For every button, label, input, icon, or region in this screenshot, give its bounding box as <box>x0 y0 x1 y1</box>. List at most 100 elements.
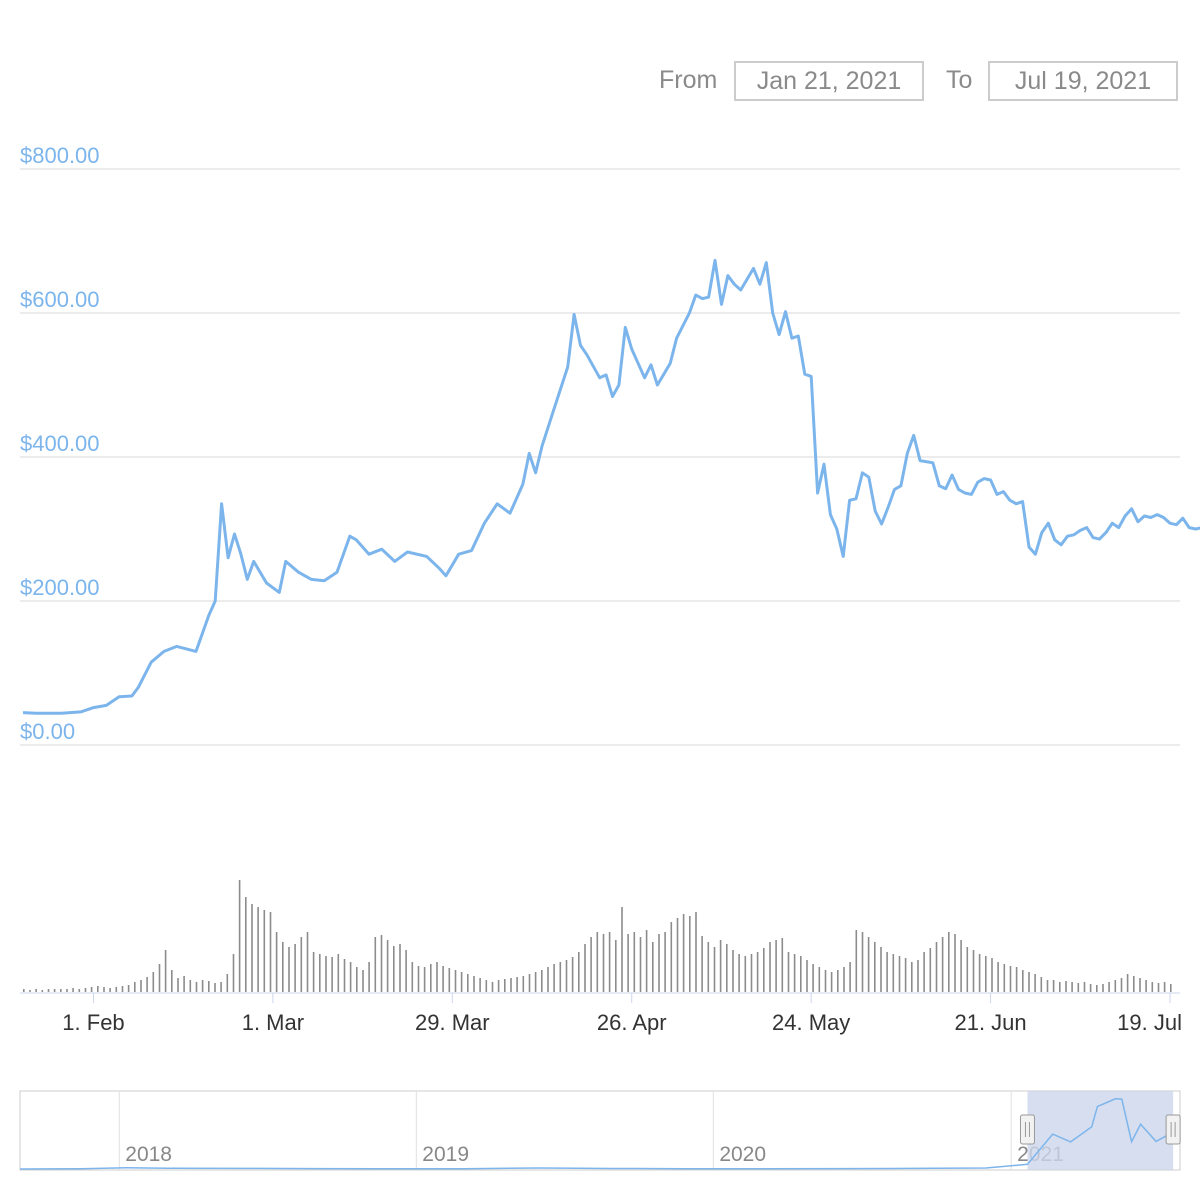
y-tick-label: $600.00 <box>20 287 100 312</box>
volume-bar <box>676 918 679 992</box>
volume-bar <box>467 974 469 992</box>
navigator-year-label: 2020 <box>719 1143 766 1166</box>
volume-bar <box>442 966 444 992</box>
volume-bar <box>615 940 617 992</box>
volume-bar <box>1015 967 1018 992</box>
volume-bar <box>473 976 475 992</box>
volume-bars <box>23 880 1172 992</box>
volume-bar <box>146 977 148 992</box>
volume-bar <box>824 970 827 992</box>
volume-bar <box>880 947 882 992</box>
volume-bar <box>1120 978 1123 992</box>
volume-bar <box>127 985 130 992</box>
navigator-left-handle[interactable] <box>1019 1114 1035 1145</box>
volume-bar <box>60 989 62 992</box>
volume-bar <box>497 980 500 992</box>
volume-bar <box>948 932 950 992</box>
volume-bar <box>300 937 303 992</box>
volume-bar <box>1071 982 1073 992</box>
x-tick-label: 21. Jun <box>954 1010 1026 1035</box>
x-axis-ticks: 1. Feb 1. Mar 29. Mar 26. Apr 24. May 21. Jun… <box>62 993 1182 1035</box>
volume-bar <box>269 912 272 992</box>
y-tick-label: $200.00 <box>20 575 100 600</box>
x-tick-label: 19. Jul <box>1117 1010 1182 1035</box>
volume-bar <box>892 954 895 992</box>
volume-bar <box>559 962 562 992</box>
volume-bar <box>1126 974 1129 992</box>
volume-bar <box>1059 982 1061 992</box>
to-date-input[interactable]: Jul 19, 2021 <box>988 61 1178 101</box>
volume-bar <box>849 962 851 992</box>
volume-bar <box>1052 980 1055 992</box>
from-label: From <box>659 66 718 94</box>
volume-bar <box>1145 980 1147 992</box>
volume-bar <box>337 954 340 992</box>
volume-bar <box>516 977 518 992</box>
volume-bar <box>201 980 204 992</box>
navigator-selected-range[interactable] <box>1027 1091 1174 1170</box>
volume-bar <box>1133 976 1135 992</box>
volume-bar <box>195 982 198 992</box>
navigator-outline <box>19 1090 1181 1171</box>
volume-bar <box>454 970 457 992</box>
volume-bar <box>652 942 654 992</box>
volume-bar <box>917 960 919 992</box>
volume-bar <box>960 940 962 992</box>
x-tick-label: 26. Apr <box>597 1010 667 1035</box>
volume-bar <box>1157 983 1160 992</box>
volume-bar <box>972 950 975 992</box>
volume-bar <box>325 956 327 992</box>
volume-bar <box>349 962 352 992</box>
navigator-right-handle[interactable] <box>1165 1114 1181 1145</box>
volume-bar <box>1077 983 1080 992</box>
y-axis-labels: $0.00 $200.00 $400.00 $600.00 $800.00 <box>20 143 100 744</box>
volume-bar <box>929 948 932 992</box>
volume-bar <box>140 980 142 992</box>
volume-bar <box>837 970 839 992</box>
volume-bar <box>1114 980 1117 992</box>
volume-bar <box>818 967 821 992</box>
volume-bar <box>954 934 956 992</box>
volume-bar <box>571 957 574 992</box>
volume-bar <box>232 954 235 992</box>
volume-bar <box>1151 982 1154 992</box>
volume-bar <box>1003 964 1006 992</box>
y-tick-label: $800.00 <box>20 143 100 168</box>
handle-grip[interactable] <box>1019 1114 1035 1145</box>
volume-bar <box>1009 966 1012 992</box>
volume-bar <box>756 952 759 992</box>
volume-bar <box>763 948 765 992</box>
volume-bar <box>658 934 660 992</box>
volume-bar <box>214 983 216 992</box>
volume-bar <box>522 976 525 992</box>
volume-bar <box>997 962 999 992</box>
from-date-input[interactable]: Jan 21, 2021 <box>734 61 924 101</box>
volume-bar <box>781 938 784 992</box>
volume-bar <box>750 954 753 992</box>
volume-bar <box>590 937 592 992</box>
volume-bar <box>627 934 629 992</box>
volume-bar <box>855 930 858 992</box>
volume-bar <box>1040 977 1043 992</box>
volume-bar <box>47 989 50 992</box>
volume-bar <box>158 964 161 992</box>
navigator-year-label: 2018 <box>125 1143 172 1166</box>
volume-bar <box>164 950 167 992</box>
volume-bar <box>183 976 185 992</box>
volume-bar <box>874 942 876 992</box>
volume-bar <box>356 967 358 992</box>
volume-bar <box>504 979 506 992</box>
volume-bar <box>109 988 111 992</box>
volume-bar <box>220 982 222 992</box>
volume-bar <box>732 950 734 992</box>
x-tick-label: 1. Feb <box>62 1010 124 1035</box>
volume-bar <box>719 940 722 992</box>
volume-bar <box>1083 982 1086 992</box>
volume-bar <box>380 935 383 992</box>
handle-grip[interactable] <box>1165 1114 1181 1145</box>
volume-bar <box>904 958 907 992</box>
volume-bar <box>386 940 389 992</box>
volume-bar <box>1170 984 1172 992</box>
navigator[interactable]: 2018201920202021 <box>19 1090 1181 1171</box>
